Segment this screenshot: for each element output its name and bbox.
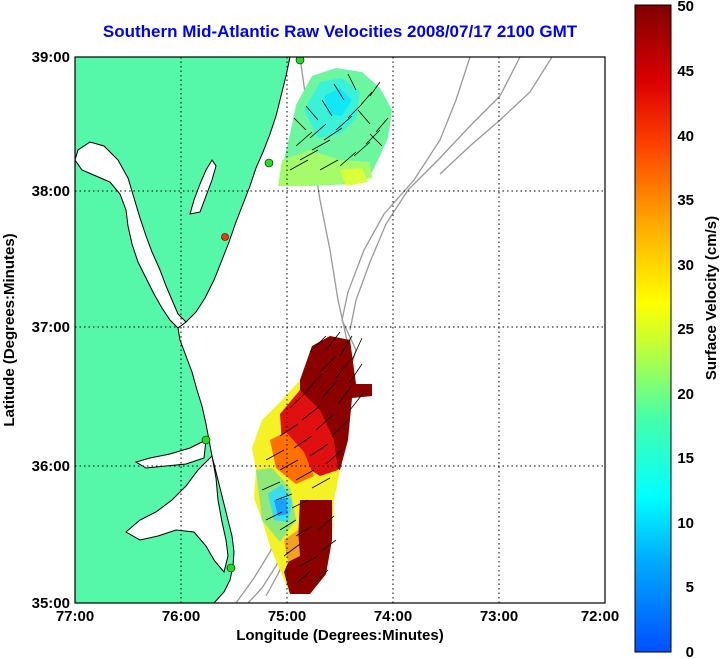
colorbar-tick-label: 30 — [677, 257, 694, 274]
x-tick-label: 75:00 — [268, 608, 306, 625]
plot-frame — [74, 56, 606, 604]
colorbar-tick-label: 40 — [677, 128, 694, 145]
map-title: Southern Mid-Atlantic Raw Velocities 200… — [102, 22, 578, 41]
y-axis-ticks: 39:00 38:00 37:00 36:00 35:00 — [32, 49, 70, 612]
colorbar-tick-label: 15 — [677, 450, 694, 467]
colorbar-tick-label: 25 — [677, 321, 694, 338]
station-marker-active — [221, 233, 229, 241]
y-tick-label: 35:00 — [32, 595, 70, 612]
y-tick-label: 36:00 — [32, 458, 70, 475]
colorbar-tick-label: 35 — [677, 192, 694, 209]
albemarle-sound — [134, 439, 207, 469]
y-axis-label: Latitude (Degrees:Minutes) — [1, 233, 18, 426]
velocity-vectors — [261, 73, 389, 585]
colorbar-tick-label: 50 — [677, 0, 694, 15]
station-marker — [201, 435, 211, 445]
y-tick-label: 39:00 — [32, 49, 70, 66]
x-tick-label: 73:00 — [480, 608, 518, 625]
colorbar-tick-label: 10 — [677, 515, 694, 532]
station-marker — [226, 563, 236, 573]
x-tick-label: 76:00 — [162, 608, 200, 625]
station-marker — [264, 158, 274, 168]
y-tick-label: 37:00 — [32, 319, 70, 336]
station-marker — [295, 57, 305, 65]
y-tick-label: 38:00 — [32, 183, 70, 200]
x-tick-label: 74:00 — [374, 608, 412, 625]
map-grid — [75, 57, 605, 603]
radar-stations — [201, 57, 305, 573]
bay-upper — [189, 159, 217, 215]
colorbar-tick-label: 0 — [686, 644, 694, 659]
x-tick-label: 72:00 — [581, 608, 619, 625]
colorbar — [634, 4, 672, 653]
colorbar-tick-label: 45 — [677, 63, 694, 80]
colorbar-ticks: 50 45 40 35 30 25 20 15 10 5 0 — [677, 0, 694, 659]
pamlico-sound — [125, 454, 229, 574]
chesapeake-bay — [75, 141, 187, 329]
colorbar-tick-label: 20 — [677, 386, 694, 403]
x-tick-label: 77:00 — [56, 608, 94, 625]
x-axis-ticks: 77:00 76:00 75:00 74:00 73:00 72:00 — [56, 608, 619, 625]
lower-velocity-field — [252, 336, 372, 594]
x-axis-label: Longitude (Degrees:Minutes) — [236, 627, 444, 644]
colorbar-label: Surface Velocity (cm/s) — [703, 216, 720, 380]
colorbar-tick-label: 5 — [686, 579, 694, 596]
